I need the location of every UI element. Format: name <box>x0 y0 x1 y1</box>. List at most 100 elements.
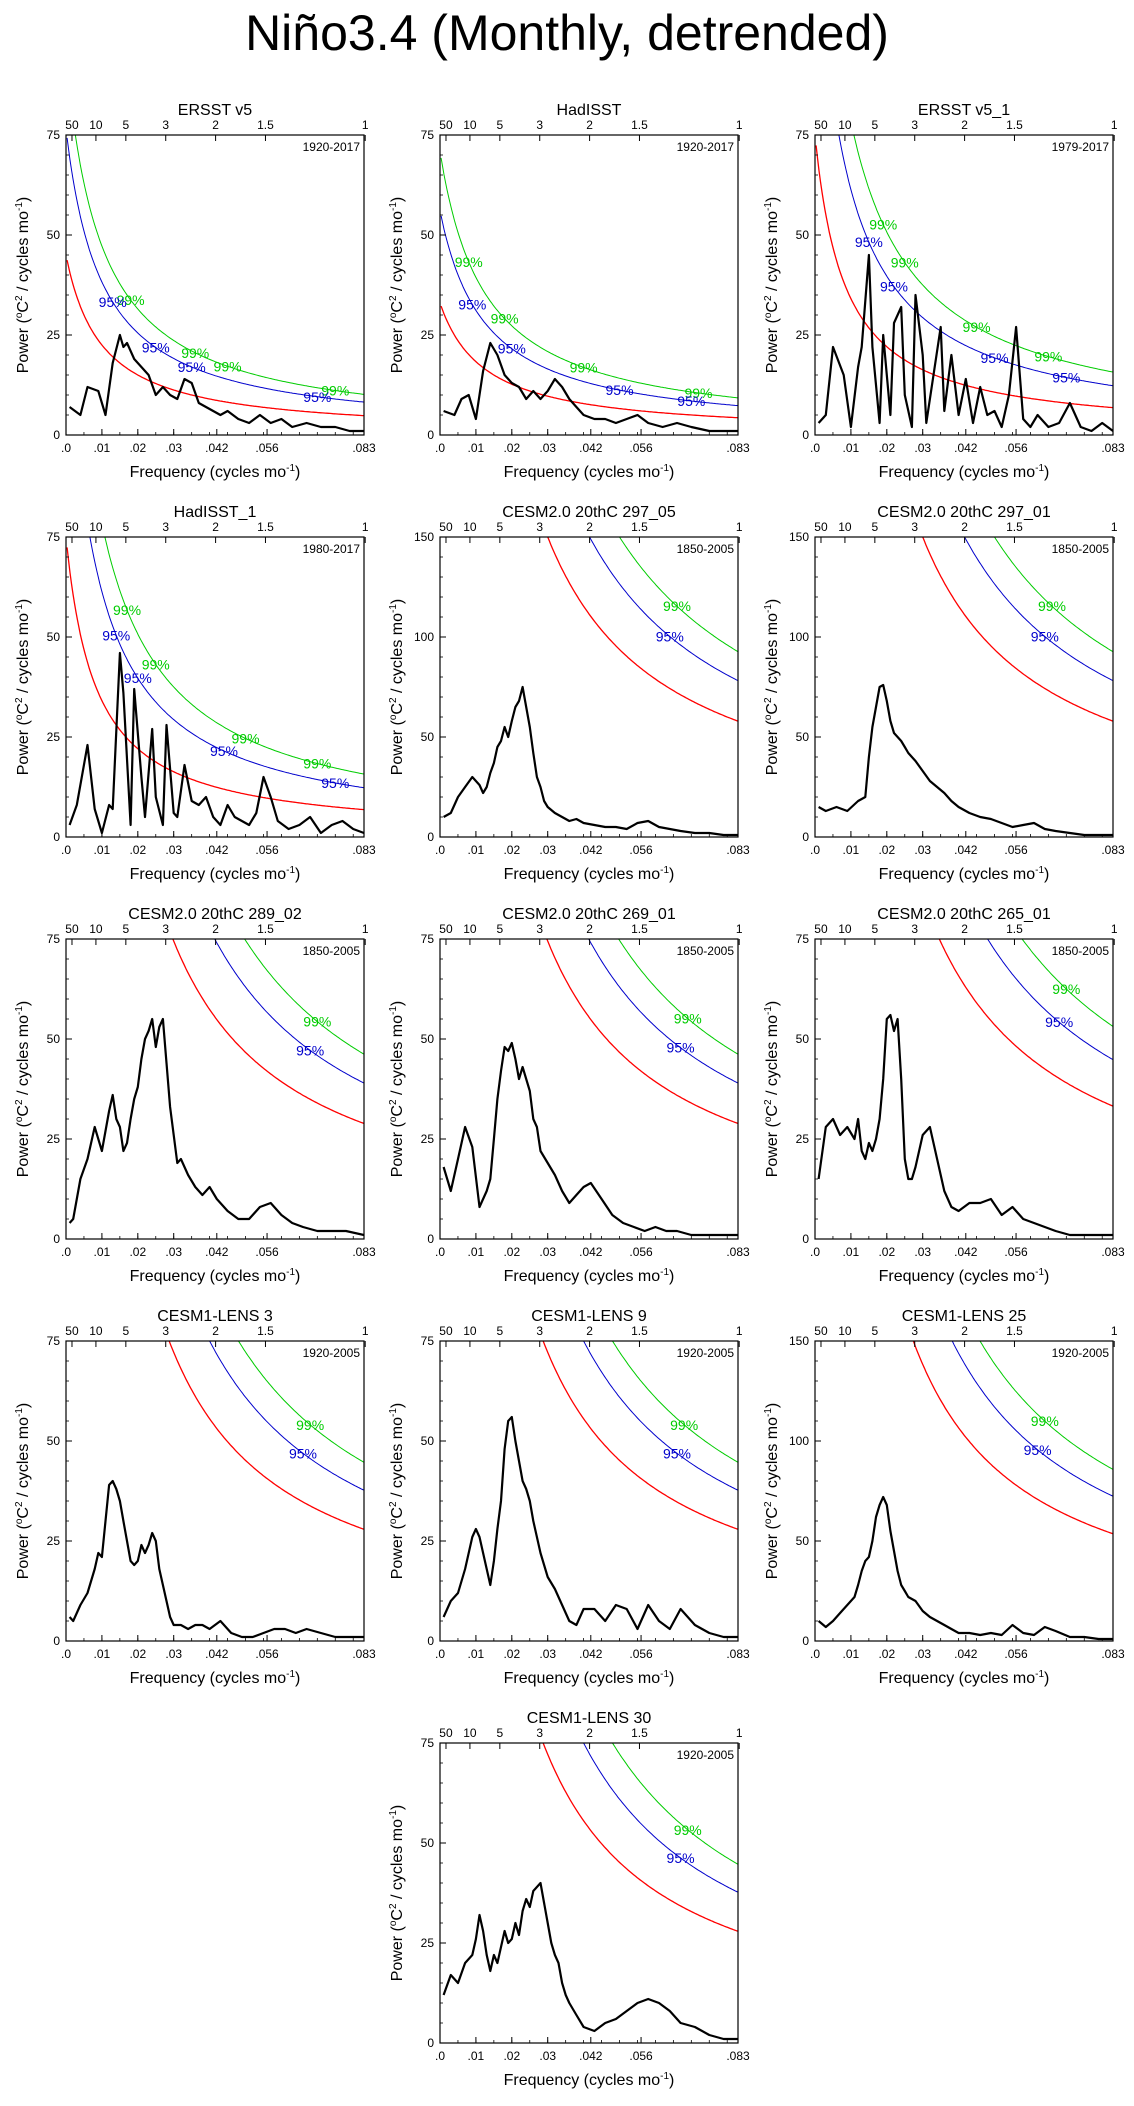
y-tick-label: 50 <box>47 228 61 242</box>
y-tick-label: 0 <box>802 1232 809 1246</box>
p99-label: 99% <box>1031 1413 1059 1429</box>
top-tick-label: 50 <box>439 1324 453 1338</box>
red-noise-curve <box>547 537 738 722</box>
top-tick-label: 1.5 <box>1006 520 1023 534</box>
p99-label: 99% <box>674 1011 702 1027</box>
p99-label: 99% <box>455 254 483 270</box>
red-noise-curve <box>168 1341 364 1530</box>
top-tick-label: 1.5 <box>1006 1324 1023 1338</box>
top-tick-label: 10 <box>89 1324 103 1338</box>
spectrum-line <box>817 1013 1113 1237</box>
p95-curve <box>66 137 364 403</box>
p99-label: 99% <box>963 319 991 335</box>
plot-frame <box>65 536 365 838</box>
x-tick-label: .042 <box>579 1647 603 1661</box>
x-tick-label: .083 <box>1101 843 1125 857</box>
p99-label: 99% <box>117 292 145 308</box>
x-tick-label: .042 <box>579 843 603 857</box>
top-tick-label: 3 <box>536 520 543 534</box>
x-tick-label: .042 <box>954 1245 978 1259</box>
top-tick-label: 1 <box>736 520 743 534</box>
x-tick-label: .01 <box>843 1647 860 1661</box>
y-axis-label: Power (oC2 / cycles mo-1) <box>388 1001 406 1178</box>
x-tick-label: .02 <box>503 843 520 857</box>
top-tick-label: 50 <box>814 1324 828 1338</box>
top-tick-label: 5 <box>122 922 129 936</box>
curves <box>442 1341 738 1639</box>
top-tick-label: 3 <box>162 118 169 132</box>
y-axis-label: Power (oC2 / cycles mo-1) <box>388 197 406 374</box>
x-tick-label: .01 <box>468 441 485 455</box>
y-tick-label: 0 <box>802 428 809 442</box>
x-tick-label: .02 <box>878 441 895 455</box>
top-tick-label: 50 <box>65 1324 79 1338</box>
x-tick-label: .042 <box>205 843 229 857</box>
curves <box>817 939 1113 1237</box>
y-tick-label: 75 <box>796 128 810 142</box>
y-tick-label: 50 <box>421 1032 435 1046</box>
chart-title: CESM2.0 20thC 297_01 <box>877 504 1051 521</box>
p95-curve <box>583 1743 738 1893</box>
x-tick-label: .0 <box>810 1647 820 1661</box>
p99-curve <box>104 537 364 775</box>
y-tick-label: 25 <box>47 730 61 744</box>
y-tick-label: 0 <box>427 2036 434 2050</box>
spectrum-line <box>68 651 364 835</box>
curves <box>68 1341 364 1639</box>
x-tick-label: .02 <box>129 843 146 857</box>
p95-label: 95% <box>1052 370 1080 386</box>
x-tick-label: .056 <box>255 1245 279 1259</box>
y-tick-label: 50 <box>421 228 435 242</box>
x-tick-label: .056 <box>1004 843 1028 857</box>
p99-label: 99% <box>491 311 519 327</box>
x-tick-label: .056 <box>1004 1647 1028 1661</box>
red-noise-curve <box>815 145 1113 409</box>
chart-title: CESM2.0 20thC 269_01 <box>502 906 676 923</box>
y-tick-label: 25 <box>421 1132 435 1146</box>
p99-label: 99% <box>321 383 349 399</box>
x-tick-label: .056 <box>629 1245 653 1259</box>
y-tick-label: 75 <box>47 1334 61 1348</box>
p95-curve <box>440 215 738 407</box>
p95-label: 95% <box>124 670 152 686</box>
p99-label: 99% <box>181 345 209 361</box>
x-tick-label: .0 <box>435 1245 445 1259</box>
period-label: 1850-2005 <box>677 944 735 958</box>
x-tick-label: .02 <box>878 1245 895 1259</box>
x-tick-label: .02 <box>129 441 146 455</box>
y-tick-label: 0 <box>802 830 809 844</box>
y-tick-label: 75 <box>796 932 810 946</box>
x-tick-label: .042 <box>954 843 978 857</box>
y-tick-label: 25 <box>796 1132 810 1146</box>
period-label: 1920-2005 <box>303 1346 361 1360</box>
top-tick-label: 1 <box>362 922 369 936</box>
p99-label: 99% <box>142 657 170 673</box>
top-tick-label: 1 <box>1111 1324 1118 1338</box>
x-tick-label: .083 <box>1101 1245 1125 1259</box>
spectrum-line <box>443 685 738 837</box>
p99-curve <box>611 1341 738 1463</box>
y-tick-label: 100 <box>414 630 434 644</box>
x-tick-label: .0 <box>435 2049 445 2063</box>
x-tick-label: .03 <box>539 441 556 455</box>
x-tick-label: .056 <box>1004 1245 1028 1259</box>
p95-label: 95% <box>458 297 486 313</box>
top-tick-label: 1 <box>1111 118 1118 132</box>
top-tick-label: 2 <box>961 520 968 534</box>
top-tick-label: 5 <box>871 118 878 132</box>
period-label: 1920-2005 <box>677 1346 735 1360</box>
red-noise-curve <box>912 1341 1113 1535</box>
x-tick-label: .0 <box>61 843 71 857</box>
spectrum-line <box>442 1041 738 1237</box>
period-label: 1850-2005 <box>1052 944 1110 958</box>
x-axis-label: Frequency (cycles mo-1) <box>130 1267 301 1285</box>
top-tick-label: 5 <box>122 118 129 132</box>
y-tick-label: 25 <box>47 1534 61 1548</box>
p99-curve <box>244 939 364 1055</box>
top-tick-label: 50 <box>65 922 79 936</box>
top-tick-label: 5 <box>871 922 878 936</box>
top-tick-label: 10 <box>463 118 477 132</box>
x-tick-label: .083 <box>726 441 750 455</box>
